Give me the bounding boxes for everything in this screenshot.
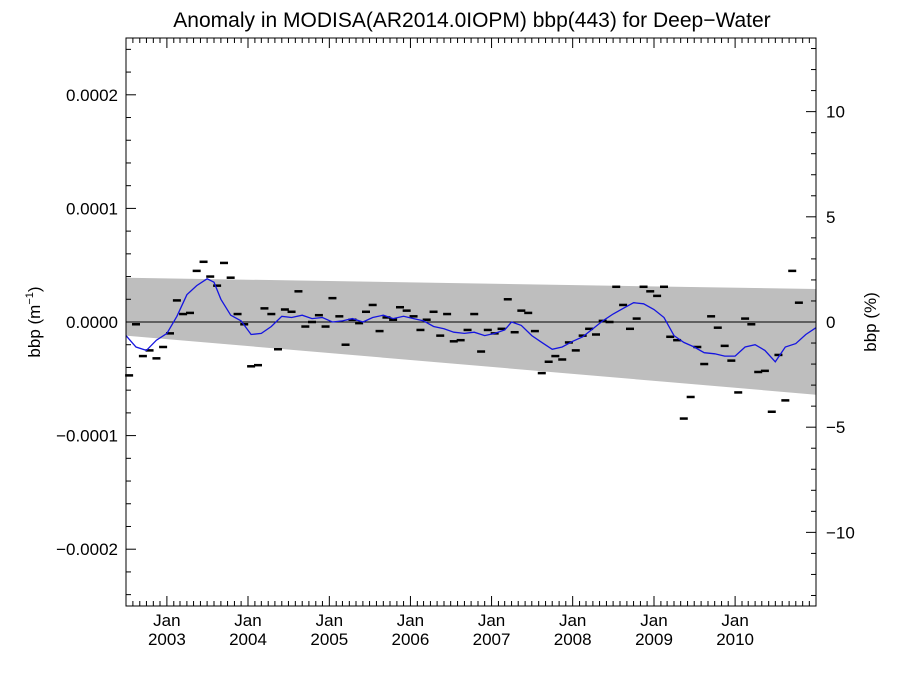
left-tick-label: 0.0001 xyxy=(66,199,118,218)
left-tick-label: −0.0002 xyxy=(56,540,118,559)
x-tick-month-label: Jan xyxy=(640,611,667,630)
x-tick-year-label: 2007 xyxy=(473,630,511,649)
running-mean-line xyxy=(125,278,817,363)
x-tick-month-label: Jan xyxy=(721,611,748,630)
uncertainty-band xyxy=(126,277,816,395)
left-axis-label-superscript: −1 xyxy=(24,292,36,305)
running-mean-path xyxy=(125,278,817,363)
left-axis-label-base: bbp (m xyxy=(25,305,44,358)
x-tick-month-label: Jan xyxy=(234,611,261,630)
chart-title: Anomaly in MODISA(AR2014.0IOPM) bbp(443)… xyxy=(173,9,770,32)
right-tick-label: 5 xyxy=(826,208,835,227)
x-tick-month-label: Jan xyxy=(559,611,586,630)
x-axis: Jan2003Jan2004Jan2005Jan2006Jan2007Jan20… xyxy=(125,38,810,649)
left-tick-label: −0.0001 xyxy=(56,427,118,446)
monthly-anomaly-marks xyxy=(125,260,803,420)
x-tick-year-label: 2003 xyxy=(148,630,186,649)
right-axis-label: bbp (%) xyxy=(861,292,880,352)
right-tick-label: 10 xyxy=(826,103,845,122)
left-tick-label: 0.0000 xyxy=(66,313,118,332)
right-tick-label: 0 xyxy=(826,313,835,332)
right-tick-label: −5 xyxy=(826,418,845,437)
x-tick-month-label: Jan xyxy=(478,611,505,630)
x-tick-year-label: 2004 xyxy=(229,630,267,649)
x-tick-year-label: 2009 xyxy=(635,630,673,649)
left-y-axis: 0.0002 0.0001 0.0000 −0.0001 −0.0002 xyxy=(56,48,136,596)
left-tick-label: 0.0002 xyxy=(66,86,118,105)
left-axis-label-suffix: ) xyxy=(25,286,44,292)
uncertainty-band-shape xyxy=(126,277,816,395)
right-y-axis: 10 5 0 −5 −10 xyxy=(806,48,855,596)
x-tick-year-label: 2010 xyxy=(716,630,754,649)
x-tick-month-label: Jan xyxy=(316,611,343,630)
right-tick-label: −10 xyxy=(826,523,855,542)
left-axis-label: bbp (m−1) xyxy=(24,286,44,357)
x-tick-year-label: 2006 xyxy=(392,630,430,649)
x-tick-month-label: Jan xyxy=(397,611,424,630)
x-tick-month-label: Jan xyxy=(153,611,180,630)
x-tick-year-label: 2008 xyxy=(554,630,592,649)
x-tick-year-label: 2005 xyxy=(310,630,348,649)
